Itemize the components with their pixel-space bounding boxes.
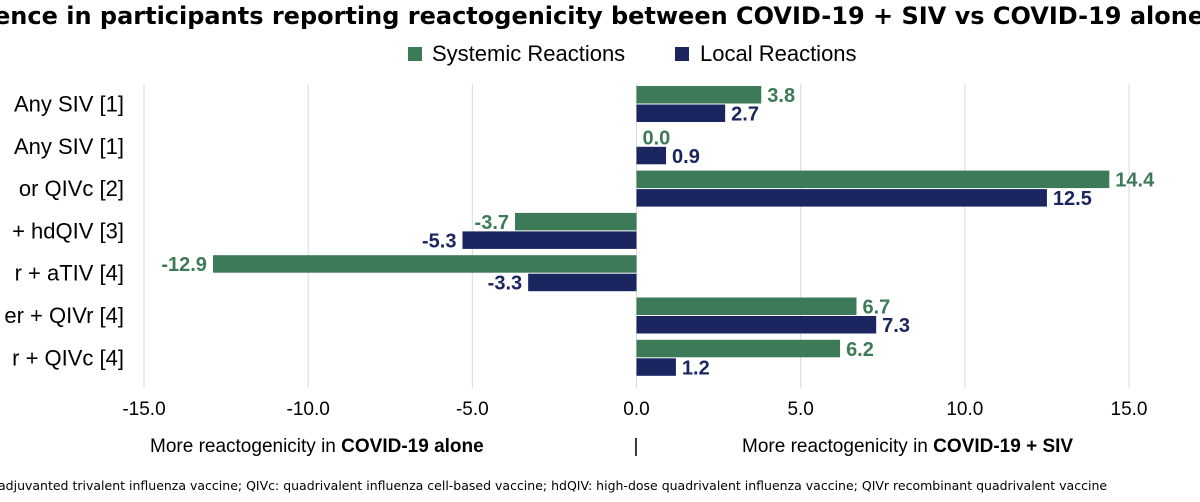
data-label-local: 7.3	[882, 315, 910, 337]
legend-swatch-systemic	[408, 47, 422, 61]
data-label-systemic: 6.7	[862, 297, 890, 319]
legend: Systemic Reactions Local Reactions	[408, 41, 857, 66]
bar-local	[636, 189, 1047, 207]
legend-label-local: Local Reactions	[700, 41, 857, 66]
category-labels: Any SIV [1] Any SIV [1] or QIVc [2] + hdQIV…	[4, 92, 124, 371]
data-label-systemic: 0.0	[643, 127, 671, 149]
bar-systemic	[515, 212, 637, 231]
footnote: adjuvanted trivalent influenza vaccine; …	[0, 478, 1107, 493]
bar-local	[636, 104, 726, 122]
legend-swatch-local	[675, 47, 689, 61]
axis-note-right-prefix: More reactogenicity in	[742, 436, 933, 457]
category-label: or QIVc [2]	[19, 176, 124, 201]
x-axis-ticks: -15.0 -10.0 -5.0 0.0 5.0 10.0 15.0	[122, 399, 1147, 420]
data-label-systemic: 6.2	[846, 339, 874, 361]
data-label-local: 0.9	[672, 146, 700, 168]
x-tick-label: 0.0	[623, 399, 649, 420]
x-tick-label: 5.0	[787, 399, 813, 420]
data-label-systemic: 14.4	[1115, 170, 1155, 192]
data-label-local: -5.3	[422, 230, 456, 252]
bar-systemic	[636, 86, 762, 104]
axis-note-left: More reactogenicity in COVID-19 alone	[150, 436, 484, 457]
data-label-local: 2.7	[731, 104, 759, 126]
bar-systemic	[636, 170, 1110, 189]
data-label-systemic: 3.8	[767, 85, 795, 107]
axis-note-separator: |	[634, 436, 639, 457]
x-tick-label: -5.0	[456, 399, 489, 420]
bar-local	[636, 146, 667, 165]
bar-local	[636, 316, 877, 334]
category-label: r + QIVc [4]	[12, 345, 124, 370]
bars	[212, 86, 1110, 376]
category-label: r + aTIV [4]	[15, 261, 124, 286]
axis-note-left-bold: COVID-19 alone	[341, 436, 484, 457]
x-tick-label: -10.0	[287, 399, 330, 420]
data-label-local: 12.5	[1053, 188, 1092, 210]
bar-systemic	[212, 255, 637, 273]
bar-local	[636, 358, 676, 376]
bar-local	[462, 231, 637, 249]
category-label: Any SIV [1]	[14, 134, 124, 159]
x-tick-label: 15.0	[1111, 399, 1148, 420]
bar-systemic	[636, 297, 857, 315]
data-label-systemic: -3.7	[475, 212, 509, 234]
data-label-local: -3.3	[488, 273, 522, 295]
category-label: er + QIVr [4]	[4, 303, 124, 328]
x-tick-label: 10.0	[946, 399, 983, 420]
axis-note-right-bold: COVID-19 + SIV	[933, 436, 1073, 457]
category-label: Any SIV [1]	[14, 92, 124, 117]
bar-systemic	[636, 339, 841, 358]
data-label-local: 1.2	[682, 357, 710, 379]
axis-note-right: More reactogenicity in COVID-19 + SIV	[742, 436, 1073, 457]
data-labels: 3.8 2.7 0.00.9 14.4 12.5 -3.7 -5.3 -12.9 -3.3 6.7…	[161, 85, 1155, 379]
x-tick-label: -15.0	[122, 399, 165, 420]
bar-local	[528, 273, 637, 292]
chart-title: ence in participants reporting reactogen…	[0, 2, 1200, 30]
axis-note-left-prefix: More reactogenicity in	[150, 436, 341, 457]
legend-label-systemic: Systemic Reactions	[432, 41, 625, 66]
category-label: + hdQIV [3]	[12, 218, 124, 243]
data-label-systemic: -12.9	[161, 254, 207, 276]
